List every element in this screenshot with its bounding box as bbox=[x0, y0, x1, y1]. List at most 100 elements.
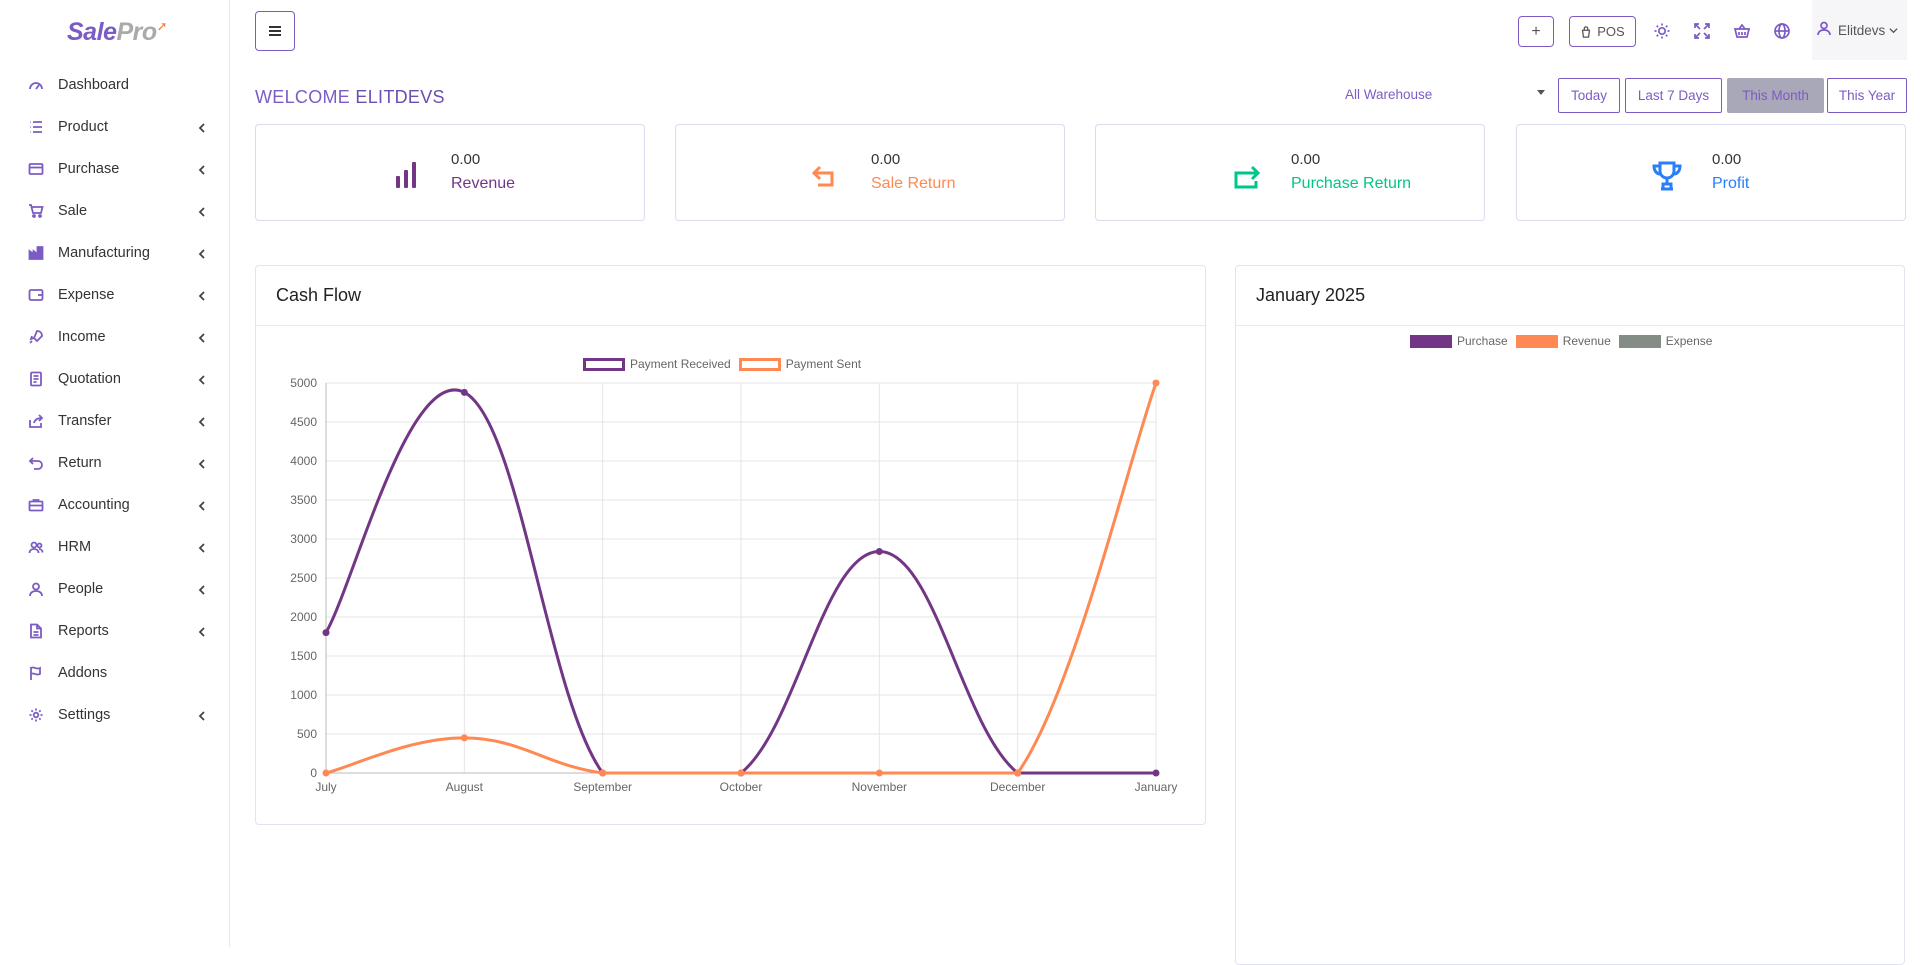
cash-flow-chart: 0 500 1000 1500 2000 2500 3000 3500 4000 4500 5000… bbox=[290, 376, 1178, 794]
period-this-month-button[interactable]: This Month bbox=[1727, 78, 1824, 113]
data-point-payment-received bbox=[460, 388, 468, 396]
chevron-left-icon bbox=[196, 625, 208, 637]
stat-card-purchase-return: 0.00 Purchase Return bbox=[1095, 124, 1485, 221]
wallet-icon bbox=[28, 287, 44, 303]
y-tick-label: 1000 bbox=[290, 688, 317, 702]
period-last-7-days-button[interactable]: Last 7 Days bbox=[1625, 78, 1722, 113]
x-tick-label: December bbox=[990, 780, 1045, 794]
sidebar-item-purchase[interactable]: Purchase bbox=[0, 148, 230, 190]
chevron-left-icon bbox=[196, 121, 208, 133]
stat-label: Revenue bbox=[451, 175, 516, 192]
y-tick-label: 1500 bbox=[290, 649, 317, 663]
month-summary-title: January 2025 bbox=[1236, 266, 1904, 326]
chevron-left-icon bbox=[196, 583, 208, 595]
basket-icon[interactable] bbox=[1733, 22, 1751, 40]
stat-label: Purchase Return bbox=[1291, 175, 1412, 192]
stat-label: Sale Return bbox=[871, 175, 956, 192]
sidebar-item-dashboard[interactable]: Dashboard bbox=[0, 64, 230, 106]
legend-purchase[interactable]: Purchase bbox=[1410, 334, 1508, 348]
x-tick-label: January bbox=[1135, 780, 1178, 794]
legend-swatch bbox=[583, 357, 625, 371]
y-tick-label: 2500 bbox=[290, 571, 317, 585]
sidebar-item-expense[interactable]: Expense bbox=[0, 274, 230, 316]
user-menu[interactable]: Elitdevs bbox=[1812, 0, 1907, 60]
share-icon bbox=[28, 413, 44, 429]
month-summary-legend: Purchase Revenue Expense bbox=[1410, 334, 1720, 348]
data-point-payment-received bbox=[322, 629, 330, 637]
stat-value: 0.00 bbox=[871, 151, 901, 168]
data-point-payment-sent bbox=[875, 769, 883, 777]
menu-toggle-button[interactable] bbox=[255, 11, 295, 51]
sidebar-item-reports[interactable]: Reports bbox=[0, 610, 230, 652]
flag-icon bbox=[28, 665, 44, 681]
sidebar-item-quotation[interactable]: Quotation bbox=[0, 358, 230, 400]
sidebar-item-label: Purchase bbox=[58, 161, 120, 177]
chevron-left-icon bbox=[196, 205, 208, 217]
file-icon bbox=[28, 623, 44, 639]
sidebar-item-label: Transfer bbox=[58, 413, 112, 429]
trophy-icon bbox=[1651, 160, 1683, 192]
x-tick-label: November bbox=[852, 780, 907, 794]
stat-value: 0.00 bbox=[1291, 151, 1321, 168]
legend-payment-received[interactable]: Payment Received bbox=[583, 357, 731, 371]
rocket-icon bbox=[28, 329, 44, 345]
stat-card-revenue: 0.00 Revenue bbox=[255, 124, 645, 221]
chevron-left-icon bbox=[196, 373, 208, 385]
sidebar-item-return[interactable]: Return bbox=[0, 442, 230, 484]
stat-card-profit: 0.00 Profit bbox=[1516, 124, 1906, 221]
pos-button[interactable]: POS bbox=[1569, 16, 1636, 47]
sidebar-item-manufacturing[interactable]: Manufacturing bbox=[0, 232, 230, 274]
data-point-payment-sent bbox=[737, 769, 745, 777]
sidebar-item-addons[interactable]: Addons bbox=[0, 652, 230, 694]
sidebar-item-label: Reports bbox=[58, 623, 109, 639]
chevron-left-icon bbox=[196, 709, 208, 721]
add-button[interactable]: + bbox=[1518, 16, 1554, 47]
gear-icon bbox=[28, 707, 44, 723]
sidebar-item-people[interactable]: People bbox=[0, 568, 230, 610]
period-today-button[interactable]: Today bbox=[1558, 78, 1620, 113]
sidebar-item-label: Dashboard bbox=[58, 77, 129, 93]
sidebar-item-label: Settings bbox=[58, 707, 111, 723]
sidebar-item-label: Product bbox=[58, 119, 108, 135]
sidebar-item-transfer[interactable]: Transfer bbox=[0, 400, 230, 442]
x-tick-label: October bbox=[720, 780, 763, 794]
fullscreen-icon[interactable] bbox=[1693, 22, 1711, 40]
x-tick-label: September bbox=[573, 780, 632, 794]
legend-swatch bbox=[1515, 334, 1558, 348]
legend-payment-sent[interactable]: Payment Sent bbox=[738, 357, 861, 371]
chevron-left-icon bbox=[196, 247, 208, 259]
sidebar-item-label: Addons bbox=[58, 665, 108, 681]
legend-swatch bbox=[1410, 334, 1452, 348]
sidebar-item-label: Manufacturing bbox=[58, 245, 150, 261]
y-tick-label: 0 bbox=[310, 766, 317, 780]
stat-value: 0.00 bbox=[451, 151, 481, 168]
purchase-return-icon bbox=[1230, 160, 1262, 192]
warehouse-select[interactable]: All Warehouse bbox=[1345, 87, 1545, 102]
chevron-left-icon bbox=[196, 499, 208, 511]
legend-expense[interactable]: Expense bbox=[1618, 334, 1712, 348]
list-icon bbox=[28, 119, 44, 135]
sidebar-item-sale[interactable]: Sale bbox=[0, 190, 230, 232]
sidebar-item-product[interactable]: Product bbox=[0, 106, 230, 148]
language-globe-icon[interactable] bbox=[1773, 22, 1791, 40]
user-icon bbox=[1816, 20, 1832, 41]
sidebar-item-income[interactable]: Income bbox=[0, 316, 230, 358]
user-name: Elitdevs bbox=[1838, 22, 1886, 38]
briefcase-icon bbox=[28, 497, 44, 513]
legend-revenue[interactable]: Revenue bbox=[1515, 334, 1611, 348]
cash-flow-legend: Payment Received Payment Sent bbox=[583, 357, 869, 371]
sidebar-item-label: Accounting bbox=[58, 497, 130, 513]
month-summary-panel: January 2025 Purchase Revenue Expense bbox=[1235, 265, 1905, 965]
theme-toggle-icon[interactable] bbox=[1653, 22, 1671, 40]
chevron-left-icon bbox=[196, 541, 208, 553]
sidebar-item-accounting[interactable]: Accounting bbox=[0, 484, 230, 526]
caret-down-icon bbox=[1537, 90, 1545, 95]
sidebar-item-hrm[interactable]: HRM bbox=[0, 526, 230, 568]
period-this-year-button[interactable]: This Year bbox=[1827, 78, 1907, 113]
data-point-payment-sent bbox=[322, 769, 330, 777]
return-icon bbox=[28, 455, 44, 471]
brand-logo[interactable]: SalePro➚ bbox=[67, 18, 168, 46]
card-icon bbox=[28, 161, 44, 177]
sidebar-item-settings[interactable]: Settings bbox=[0, 694, 230, 736]
data-point-payment-received bbox=[875, 547, 883, 555]
